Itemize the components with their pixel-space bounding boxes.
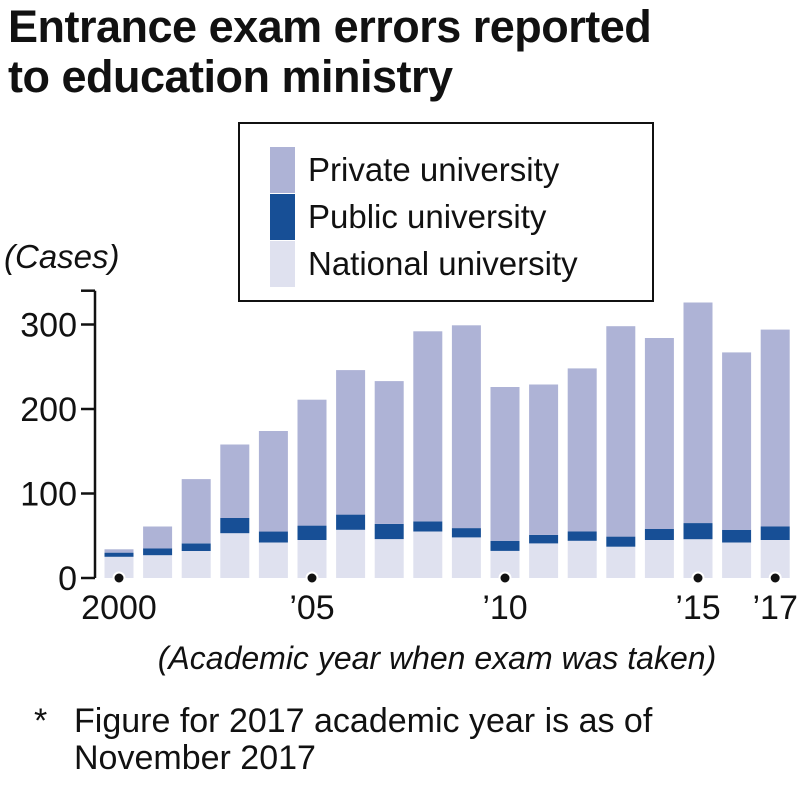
bar-segment-public-2011 [529, 534, 559, 544]
bar-segment-national-2014 [644, 540, 674, 578]
bar-segment-public-2007 [374, 523, 404, 540]
bar-segment-national-2016 [722, 542, 752, 578]
legend: Private university Public university Natio… [238, 122, 654, 302]
x-tick-dot-2010 [498, 571, 512, 585]
legend-swatch-public [270, 194, 295, 240]
bar-segment-private-2009 [451, 325, 481, 529]
legend-label-public: Public university [308, 198, 547, 235]
bar-segment-national-2012 [567, 540, 597, 578]
bar-segment-public-2017 [760, 526, 790, 540]
bar-segment-national-2011 [529, 543, 559, 578]
bar-segment-national-2004 [258, 542, 288, 578]
footnote-line-1: Figure for 2017 academic year is as of [74, 702, 653, 740]
bar-segment-private-2007 [374, 381, 404, 524]
x-tick-dot-2017 [768, 571, 782, 585]
legend-label-national: National university [308, 245, 578, 282]
x-tick-dot-2015 [691, 571, 705, 585]
bar-segment-national-2008 [413, 531, 443, 578]
x-axis-label: (Academic year when exam was taken) [158, 640, 716, 676]
x-tick-dot-2000 [112, 571, 126, 585]
bar-segment-private-2015 [683, 302, 713, 523]
y-axis-label: (Cases) [4, 238, 120, 275]
bar-segment-national-2007 [374, 539, 404, 578]
x-tick-label-2010: ’10 [482, 589, 527, 627]
bar-segment-national-2002 [181, 551, 211, 578]
footnote-line-2: November 2017 [74, 739, 316, 777]
bar-segment-private-2002 [181, 479, 211, 544]
bar-segment-private-2010 [490, 387, 520, 541]
bar-segment-national-2000 [104, 556, 134, 578]
bar-segment-private-2005 [297, 399, 327, 526]
x-axis: 2000 ’05 ’10 ’15 ’17 [81, 571, 798, 627]
bar-segment-national-2003 [220, 533, 250, 578]
x-tick-label-2000: 2000 [81, 589, 157, 627]
y-tick-label-200: 200 [20, 391, 77, 429]
bar-segment-public-2014 [644, 529, 674, 540]
bar-segment-private-2008 [413, 331, 443, 522]
bars-group [104, 302, 790, 578]
x-tick-label-2015: ’15 [675, 589, 720, 627]
bar-segment-public-2010 [490, 540, 520, 551]
bar-segment-public-2006 [336, 514, 366, 530]
bar-segment-private-2017 [760, 329, 790, 527]
legend-swatch-private [270, 147, 295, 193]
bar-segment-private-2016 [722, 352, 752, 530]
stacked-bar-chart: (Cases) (Academic year when exam was tak… [4, 122, 798, 676]
bar-segment-public-2008 [413, 521, 443, 532]
bar-segment-private-2003 [220, 444, 250, 518]
bar-segment-private-2000 [104, 549, 134, 553]
legend-swatch-national [270, 241, 295, 287]
bar-segment-private-2001 [143, 526, 173, 549]
y-tick-label-100: 100 [20, 476, 77, 514]
bar-segment-public-2001 [143, 548, 173, 556]
bar-segment-public-2012 [567, 531, 597, 541]
bar-segment-public-2002 [181, 543, 211, 551]
bar-segment-private-2004 [258, 431, 288, 532]
bar-segment-private-2014 [644, 338, 674, 529]
footnote-marker: * [34, 702, 48, 740]
chart-title: Entrance exam errors reported to educati… [8, 2, 788, 102]
bar-segment-public-2016 [722, 529, 752, 543]
y-tick-label-0: 0 [58, 560, 77, 598]
bar-segment-public-2000 [104, 552, 134, 557]
bar-segment-public-2004 [258, 531, 288, 543]
bar-segment-national-2001 [143, 555, 173, 578]
bar-segment-public-2005 [297, 525, 327, 540]
x-tick-dot-2005 [305, 571, 319, 585]
bar-segment-private-2012 [567, 368, 597, 532]
bar-segment-public-2015 [683, 523, 713, 540]
bar-segment-private-2011 [529, 384, 559, 535]
x-tick-label-2005: ’05 [289, 589, 334, 627]
legend-box [238, 122, 654, 302]
y-tick-label-300: 300 [20, 307, 77, 345]
x-tick-label-2017: ’17 [753, 589, 798, 627]
chart-title-line-2: to education ministry [8, 51, 453, 102]
bar-segment-national-2006 [336, 529, 366, 578]
bar-segment-national-2009 [451, 537, 481, 578]
chart-title-line-1: Entrance exam errors reported [8, 1, 652, 52]
bar-segment-national-2013 [606, 546, 636, 578]
bar-segment-public-2009 [451, 528, 481, 538]
bar-segment-public-2003 [220, 518, 250, 534]
legend-label-private: Private university [308, 151, 560, 188]
y-axis: 0 100 200 300 [20, 289, 97, 598]
bar-segment-public-2013 [606, 536, 636, 547]
bar-segment-private-2006 [336, 370, 366, 515]
bar-segment-private-2013 [606, 326, 636, 537]
